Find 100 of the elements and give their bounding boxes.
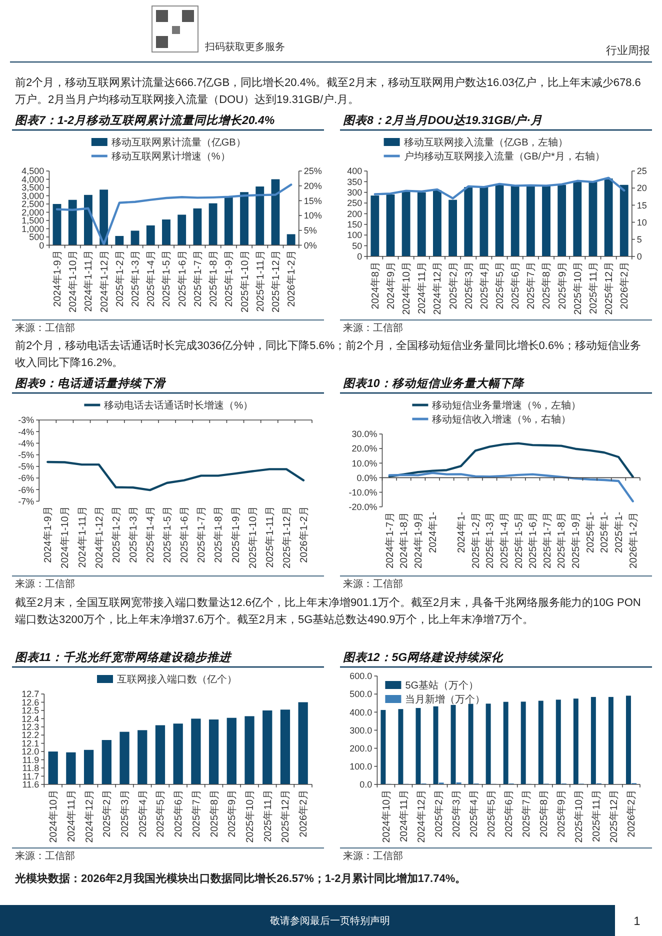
y-tick-label: 0.0% — [356, 472, 378, 483]
x-tick-label: 2025年1-6月 — [178, 506, 191, 563]
source-note: 来源：工信部 — [15, 578, 75, 590]
y-tick-label: 10.0% — [352, 458, 378, 468]
y-tick-label: 300 — [347, 188, 362, 198]
x-tick-label: 2025年1-2月 — [110, 506, 122, 563]
x-tick-label: 2024年1-7月 — [384, 512, 396, 569]
x-tick-label: 2026年2月 — [626, 789, 638, 838]
text: 前2个月，移动电话去话通话时长完成3036亿分钟，同比下降5.6%；前2个月，全国移动短信业务量同比增长0.6%；移动短信业务收入同比下降16.2%。 — [15, 339, 641, 369]
source-note: 来源：工信部 — [343, 322, 403, 334]
x-tick-label: 2025年1-9月 — [570, 512, 582, 569]
x-tick-label: 2024年1-12月 — [98, 250, 110, 312]
y-tick-label: 0.0 — [360, 780, 372, 790]
x-tick-label: 2024年11月 — [416, 261, 428, 314]
legend-label: 户均移动互联网接入流量（GB/户*月，右轴） — [404, 150, 605, 162]
legend-label: 移动短信业务量增速（%，左轴） — [432, 400, 582, 412]
legend-label: 移动互联网累计流量（亿GB） — [111, 136, 246, 148]
x-tick-label: 2025年1- — [613, 512, 626, 553]
y-tick-label: 350 — [347, 176, 362, 187]
x-tick-label: 2025年1-9月 — [230, 506, 242, 563]
source-note: 来源：工信部 — [343, 578, 403, 590]
x-tick-label: 2025年1-10月 — [246, 506, 259, 568]
y2-tick-label: 15 — [636, 200, 647, 210]
y2-tick-label: 5 — [636, 234, 642, 244]
legend-label: 互联网接入端口数（亿个） — [117, 674, 237, 686]
y2-tick-label: 0 — [636, 252, 642, 262]
text: 行业周报 — [606, 44, 650, 57]
x-tick-label: 2025年5月 — [154, 789, 167, 838]
text: 敬请参阅最后一页特别声明 — [270, 915, 390, 927]
y-tick-label: 200 — [347, 208, 362, 219]
x-tick-label: 2024年11月 — [398, 789, 410, 842]
x-tick-label: 2025年1-4月 — [498, 512, 510, 569]
y-tick-label: 4,500 — [22, 166, 44, 176]
x-tick-label: 2026年1-2月 — [627, 512, 640, 569]
x-tick-label: 2026年2月 — [298, 789, 310, 838]
x-tick-label: 2025年4月 — [468, 789, 480, 838]
x-tick-label: 2025年1-6月 — [176, 250, 188, 307]
y-tick-label: 100 — [347, 230, 362, 240]
x-tick-label: 2025年10月 — [572, 261, 584, 315]
y-tick-label: 12.5 — [22, 706, 40, 716]
source-note: 来源：工信部 — [343, 850, 403, 862]
x-tick-label: 2024年12月 — [83, 789, 96, 843]
x-tick-label: 2024年1- — [456, 512, 468, 553]
y-tick-label: -6% — [18, 473, 34, 484]
x-tick-label: 2024年1-11月 — [76, 506, 88, 568]
x-tick-label: 2024年1-10月 — [59, 506, 72, 568]
x-tick-label: 2025年1-8月 — [212, 506, 225, 563]
y2-tick-label: 5% — [304, 226, 317, 236]
y-tick-label: 11.9 — [22, 754, 40, 765]
x-tick-label: 2025年10月 — [573, 789, 586, 843]
y-tick-label: 0 — [357, 252, 362, 262]
y-tick-label: 1,000 — [22, 224, 44, 234]
x-tick-label: 2024年11月 — [65, 789, 78, 842]
x-tick-label: 2024年1- — [426, 512, 439, 553]
y-tick-label: 100.0 — [350, 761, 372, 772]
y-tick-label: 200.0 — [350, 743, 372, 754]
y-tick-label: -7% — [18, 496, 34, 506]
x-tick-label: 2025年11月 — [262, 789, 274, 842]
x-tick-label: 2025年1- — [598, 512, 611, 553]
y2-tick-label: 0% — [304, 240, 317, 250]
x-tick-label: 2025年6月 — [503, 789, 516, 838]
x-tick-label: 2025年1-3月 — [127, 506, 140, 563]
x-tick-label: 2026年1-2月 — [286, 250, 298, 307]
x-tick-label: 2024年1-9月 — [412, 512, 425, 569]
y2-tick-label: 20% — [304, 180, 322, 191]
x-tick-label: 2025年1-12月 — [270, 250, 282, 312]
y-tick-label: -20.0% — [348, 502, 378, 512]
y-tick-label: 12.3 — [22, 722, 40, 732]
x-tick-label: 2025年3月 — [462, 261, 475, 310]
x-tick-label: 2025年1-11月 — [254, 250, 266, 312]
x-tick-label: 2025年7月 — [520, 789, 533, 838]
chart-title: 图表7：1-2月移动互联网累计流量同比增长20.4% — [15, 113, 275, 127]
x-tick-label: 2025年1-6月 — [527, 512, 540, 569]
x-tick-label: 2025年1-12月 — [280, 506, 293, 568]
chart-title: 图表10：移动短信业务量大幅下降 — [343, 377, 525, 390]
x-tick-label: 2025年8月 — [208, 789, 220, 838]
y-tick-label: 400.0 — [350, 707, 372, 718]
y-tick-label: -6% — [18, 484, 34, 495]
x-tick-label: 2025年12月 — [603, 261, 616, 315]
x-tick-label: 2024年1-9月 — [42, 506, 54, 563]
x-tick-label: 2025年9月 — [556, 261, 568, 310]
x-tick-label: 2024年10月 — [400, 261, 413, 315]
y-tick-label: 0 — [39, 240, 44, 250]
x-tick-label: 2025年4月 — [136, 789, 149, 838]
x-tick-label: 2025年6月 — [510, 261, 522, 310]
x-tick-label: 2025年5月 — [494, 261, 506, 310]
x-tick-label: 2025年1-9月 — [223, 250, 236, 307]
x-tick-label: 2025年8月 — [540, 261, 553, 310]
x-tick-label: 2025年2月 — [101, 789, 114, 838]
x-tick-label: 2025年2月 — [447, 261, 460, 310]
x-tick-label: 2025年4月 — [478, 261, 490, 310]
y-tick-label: 500 — [29, 232, 44, 242]
x-tick-label: 2025年1-3月 — [484, 512, 496, 569]
x-tick-label: 2025年1-11月 — [264, 506, 276, 568]
y-tick-label: 12.0 — [22, 746, 40, 757]
x-tick-label: 2025年10月 — [244, 789, 256, 843]
x-tick-label: 2025年1-2月 — [470, 512, 482, 569]
y-tick-label: -3% — [18, 415, 34, 426]
x-tick-label: 2025年1-5月 — [162, 506, 174, 563]
chart-title: 图表12：5G网络建设持续深化 — [343, 651, 504, 664]
